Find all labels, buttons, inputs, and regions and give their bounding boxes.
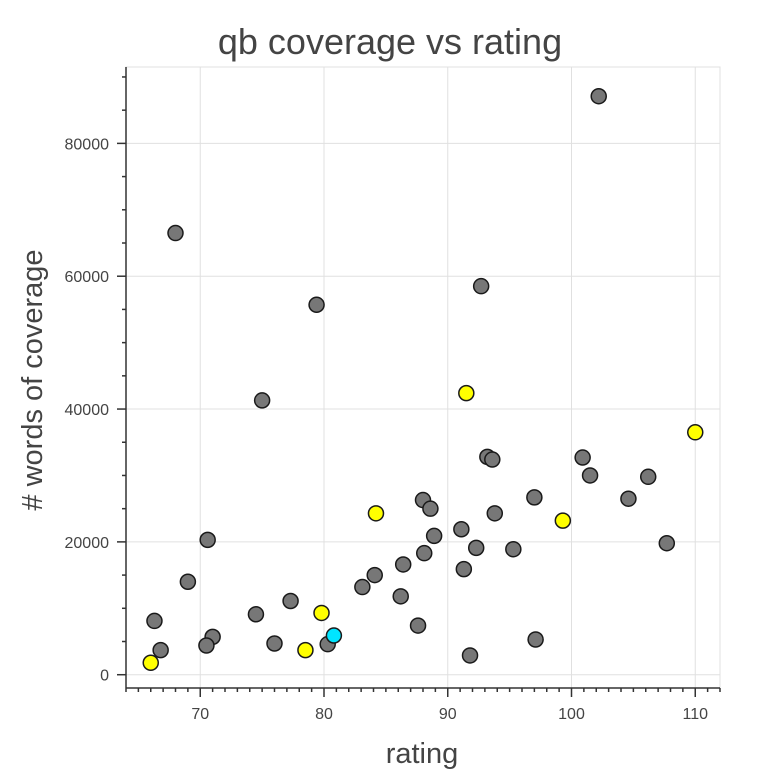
x-tick-label: 80 xyxy=(315,706,333,723)
data-point-gray xyxy=(467,539,485,557)
y-axis-label: # words of coverage xyxy=(17,249,49,510)
data-point-gray xyxy=(590,87,607,105)
data-point-gray xyxy=(282,592,299,610)
data-point-gray xyxy=(266,635,283,652)
x-tick-label: 110 xyxy=(682,706,708,723)
data-point-gray xyxy=(620,490,637,507)
data-point-gray xyxy=(639,468,657,486)
x-tick-label: 70 xyxy=(191,706,209,723)
y-tick-label: 0 xyxy=(100,668,109,685)
data-point-gray xyxy=(146,612,163,630)
axes: 70 80 90 100 110 0 20000 40000 60000 80000 xyxy=(65,67,721,723)
x-axis-label: rating xyxy=(386,738,459,770)
data-point-gray xyxy=(354,578,371,596)
data-point-gray xyxy=(179,573,197,590)
data-point-yellow xyxy=(554,512,572,529)
data-point-gray xyxy=(425,527,443,545)
data-point-gray xyxy=(472,277,490,295)
data-point-yellow xyxy=(297,641,314,659)
data-point-gray xyxy=(366,566,383,584)
data-point-gray xyxy=(581,467,599,484)
data-point-gray xyxy=(574,449,591,466)
y-tick-label: 20000 xyxy=(65,535,110,552)
data-point-gray xyxy=(658,534,676,552)
data-point-yellow xyxy=(687,424,704,441)
data-point-gray xyxy=(453,521,470,538)
data-point-gray xyxy=(167,224,184,242)
data-point-cyan xyxy=(325,627,343,644)
data-point-gray xyxy=(394,556,412,573)
data-point-yellow xyxy=(142,654,159,672)
data-point-gray xyxy=(455,560,473,578)
data-point-gray xyxy=(199,531,216,549)
y-tick-label: 60000 xyxy=(65,269,110,286)
data-point-gray xyxy=(527,631,544,648)
data-point-yellow xyxy=(367,505,385,522)
data-point-gray xyxy=(484,451,501,468)
data-point-gray xyxy=(415,544,433,562)
data-point-gray xyxy=(505,540,522,558)
data-point-gray xyxy=(392,588,409,605)
y-tick-label: 40000 xyxy=(65,402,110,419)
data-point-gray xyxy=(308,296,325,314)
data-point-gray xyxy=(409,617,427,634)
grid xyxy=(126,67,720,688)
data-point-gray xyxy=(486,505,504,522)
chart-title: qb coverage vs rating xyxy=(218,21,562,62)
data-point-gray xyxy=(198,637,215,654)
data-point-yellow xyxy=(458,384,475,402)
data-point-gray xyxy=(247,606,265,623)
data-point-gray xyxy=(152,641,169,659)
plot-area xyxy=(125,66,721,689)
y-tick-label: 80000 xyxy=(65,136,110,153)
x-tick-label: 90 xyxy=(439,706,457,723)
data-point-gray xyxy=(422,500,439,517)
data-point-gray xyxy=(461,647,479,664)
data-points xyxy=(142,87,704,672)
data-point-yellow xyxy=(313,604,330,622)
x-tick-label: 100 xyxy=(558,706,585,723)
data-point-gray xyxy=(526,489,543,506)
data-point-gray xyxy=(253,392,271,409)
